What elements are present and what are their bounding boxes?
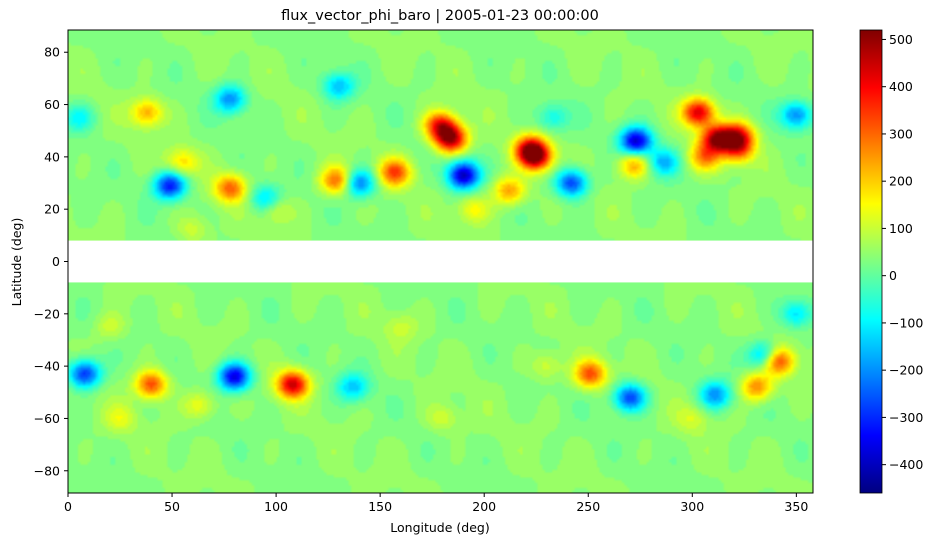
colorbar-tick-label: 200	[889, 174, 913, 189]
colorbar-gradient	[860, 30, 882, 493]
y-tick-label: 40	[44, 149, 60, 164]
y-axis-label: Latitude (deg)	[9, 218, 24, 307]
y-tick-label: 0	[52, 254, 60, 269]
colorbar-tick-label: 400	[889, 79, 913, 94]
y-tick-label: −80	[34, 463, 60, 478]
x-tick-label: 200	[472, 499, 496, 514]
masked-equatorial-band	[68, 240, 813, 283]
y-tick-label: −60	[34, 411, 60, 426]
y-axis-ticks: 80 60 40 20 0 −20 −40 −60 −80	[34, 45, 68, 478]
x-axis-ticks: 0 50 100 150 200 250 300 350	[64, 493, 808, 514]
y-tick-label: −20	[34, 306, 60, 321]
x-tick-label: 0	[64, 499, 72, 514]
x-tick-label: 300	[680, 499, 704, 514]
x-tick-label: 350	[784, 499, 808, 514]
x-tick-label: 250	[576, 499, 600, 514]
y-tick-label: 80	[44, 45, 60, 60]
colorbar-tick-label: −400	[889, 457, 923, 472]
y-tick-label: 20	[44, 202, 60, 217]
colorbar-tick-label: 500	[889, 32, 913, 47]
colorbar-tick-label: 300	[889, 126, 913, 141]
colorbar-tick-label: 100	[889, 221, 913, 236]
x-axis-label: Longitude (deg)	[390, 520, 489, 535]
colorbar-frame	[859, 29, 883, 494]
x-tick-label: 150	[368, 499, 392, 514]
colorbar-tick-label: −200	[889, 363, 923, 378]
colorbar-tick-label: 0	[889, 268, 897, 283]
colorbar: 500 400 300 200 100 0 −100 −200 −300 −400	[859, 29, 923, 494]
colorbar-tick-label: −300	[889, 410, 923, 425]
y-tick-label: −40	[34, 359, 60, 374]
colorbar-ticks: 500 400 300 200 100 0 −100 −200 −300 −400	[882, 32, 923, 472]
chart-title: flux_vector_phi_baro | 2005-01-23 00:00:…	[281, 8, 599, 24]
x-tick-label: 100	[264, 499, 288, 514]
x-tick-label: 50	[164, 499, 180, 514]
y-tick-label: 60	[44, 97, 60, 112]
colorbar-tick-label: −100	[889, 315, 923, 330]
